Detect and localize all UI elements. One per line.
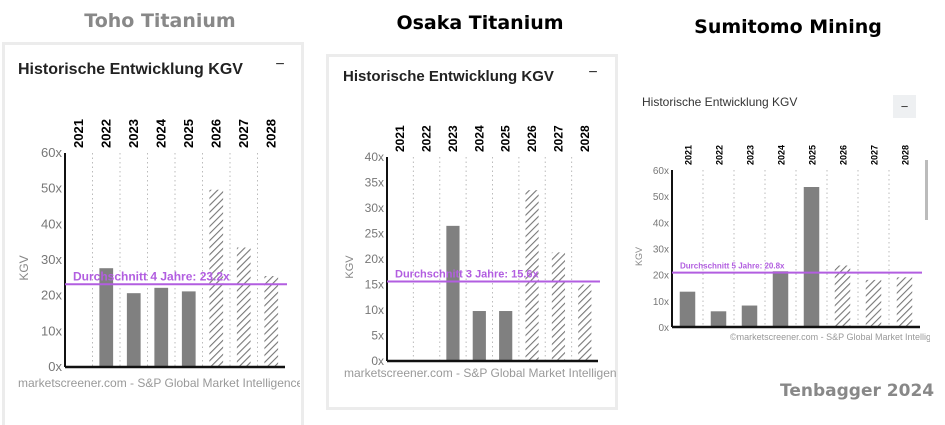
bar — [154, 287, 169, 367]
average-label: Durchschnitt 3 Jahre: 15.6x — [395, 268, 540, 280]
collapse-button[interactable]: − — [893, 95, 916, 118]
x-tick-label: 2024 — [777, 145, 787, 165]
source-credit: marketscreener.com - S&P Global Market I… — [18, 376, 300, 390]
y-tick-label: 35x — [365, 176, 384, 190]
y-tick-label: 30x — [41, 252, 62, 267]
card-title: Historische Entwicklung KGV — [343, 68, 554, 85]
y-tick-label: 40x — [365, 150, 384, 164]
y-tick-label: 30x — [653, 245, 669, 256]
y-tick-label: 20x — [41, 288, 62, 303]
average-label: Durchschnitt 5 Jahre: 20.8x — [680, 262, 785, 271]
x-tick-label: 2027 — [870, 145, 880, 165]
bar — [99, 268, 114, 367]
bar — [772, 271, 789, 327]
x-tick-label: 2025 — [499, 125, 513, 152]
x-tick-label: 2028 — [263, 119, 278, 148]
bar — [710, 311, 727, 327]
x-tick-label: 2027 — [551, 125, 565, 152]
company-title-sumitomo: Sumitomo Mining — [694, 16, 882, 38]
estimate-bar — [551, 252, 566, 361]
scrollbar[interactable] — [925, 160, 928, 220]
bar — [679, 291, 696, 327]
y-tick-label: 60x — [653, 166, 669, 177]
y-axis-label: KGV — [634, 247, 644, 266]
x-tick-label: 2024 — [153, 118, 168, 148]
x-tick-label: 2025 — [808, 145, 818, 165]
x-tick-label: 2021 — [71, 119, 86, 148]
x-tick-label: 2022 — [715, 145, 725, 165]
chart-card-osaka — [326, 54, 618, 410]
y-tick-label: 25x — [365, 227, 384, 241]
card-title: Historische Entwicklung KGV — [642, 95, 798, 109]
company-title-toho: Toho Titanium — [84, 10, 236, 32]
y-axis-label: KGV — [344, 255, 356, 279]
y-tick-label: 30x — [365, 201, 384, 215]
y-tick-label: 5x — [371, 329, 384, 343]
x-tick-label: 2023 — [446, 125, 460, 152]
estimate-bar — [209, 189, 224, 367]
x-tick-label: 2026 — [208, 119, 223, 148]
x-tick-label: 2026 — [525, 125, 539, 152]
x-tick-label: 2026 — [839, 145, 849, 165]
bar — [803, 187, 820, 327]
x-tick-label: 2023 — [746, 145, 756, 165]
average-label: Durchschnitt 4 Jahre: 23.2x — [73, 269, 230, 283]
y-tick-label: 10x — [365, 303, 384, 317]
footer-label: Tenbagger 2024 — [780, 381, 935, 401]
x-tick-label: 2021 — [684, 145, 694, 165]
source-credit: marketscreener.com - S&P Global Market I… — [344, 366, 616, 380]
estimate-bar — [896, 277, 913, 327]
x-tick-label: 2024 — [472, 125, 486, 152]
x-tick-label: 2028 — [578, 125, 592, 152]
bar — [499, 311, 513, 361]
chart-toho: 0x 10x 20x 30x 40x 50x 60x KGV 2021 2022 2023 2024 2… — [17, 118, 300, 390]
chart-sumitomo: 0x 10x 20x 30x 40x 50x 60x KGV 2021 2022 2023 2024 2… — [634, 145, 930, 342]
company-title-osaka: Osaka Titanium — [396, 12, 564, 34]
y-tick-label: 0x — [48, 359, 62, 374]
x-tick-label: 2022 — [98, 119, 113, 148]
y-axis-label: KGV — [17, 255, 31, 280]
y-tick-label: 60x — [41, 145, 62, 160]
chart-card-toho — [2, 42, 304, 425]
x-tick-label: 2023 — [126, 119, 141, 148]
estimate-bar — [865, 279, 882, 327]
y-tick-label: 40x — [653, 218, 669, 229]
x-tick-label: 2025 — [181, 119, 196, 148]
x-tick-label: 2028 — [901, 145, 911, 165]
estimate-bar — [236, 247, 251, 367]
y-tick-label: 0x — [371, 354, 384, 368]
y-tick-label: 0x — [658, 323, 669, 334]
estimate-bar — [525, 190, 539, 361]
source-credit: ©marketscreener.com - S&P Global Market … — [730, 332, 930, 342]
estimate-bar — [834, 265, 851, 327]
bar — [126, 293, 141, 367]
y-tick-label: 50x — [41, 181, 62, 196]
bar — [446, 225, 460, 361]
x-tick-label: 2021 — [393, 125, 407, 152]
chart-osaka: 0x 5x 10x 15x 20x 25x 30x 35x 40x KGV 2021 2022 2023… — [344, 125, 616, 380]
bar — [741, 305, 758, 327]
y-tick-label: 10x — [653, 297, 669, 308]
estimate-bar — [264, 276, 279, 367]
y-tick-label: 20x — [365, 252, 384, 266]
y-tick-label: 10x — [41, 323, 62, 338]
collapse-button[interactable]: − — [275, 56, 285, 73]
collapse-button[interactable]: − — [588, 64, 598, 81]
x-tick-label: 2027 — [236, 119, 251, 148]
bar — [472, 311, 486, 361]
x-tick-label: 2022 — [420, 125, 434, 152]
bar — [181, 291, 196, 367]
estimate-bar — [578, 284, 592, 361]
y-tick-label: 15x — [365, 278, 384, 292]
y-tick-label: 20x — [653, 271, 669, 282]
y-tick-label: 40x — [41, 216, 62, 231]
card-title: Historische Entwicklung KGV — [18, 61, 243, 78]
y-tick-label: 50x — [653, 192, 669, 203]
